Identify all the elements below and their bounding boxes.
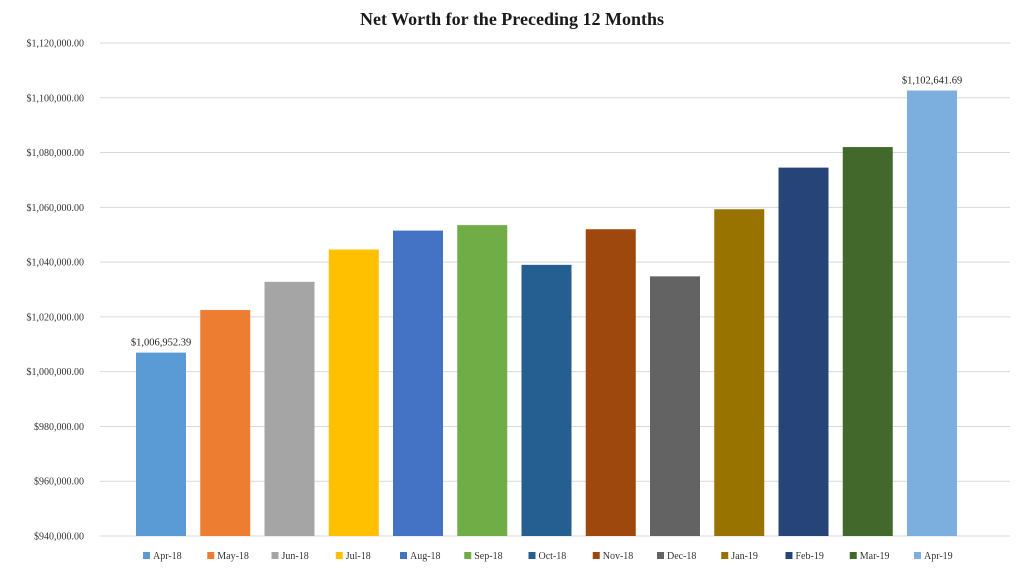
legend-item: Mar-19	[849, 551, 890, 562]
y-tick-label: $940,000.00	[34, 532, 84, 543]
y-tick-label: $1,080,000.00	[27, 148, 85, 159]
legend-label: May-18	[217, 551, 249, 562]
legend-swatch	[657, 552, 664, 559]
legend-label: Apr-18	[153, 551, 182, 562]
bar-aug-18	[393, 230, 443, 536]
y-tick-label: $1,000,000.00	[27, 367, 85, 378]
legend-label: Jul-18	[346, 551, 371, 562]
legend-item: Nov-18	[592, 551, 634, 562]
legend-swatch	[143, 552, 150, 559]
legend-label: Oct-18	[539, 551, 567, 562]
legend-item: Feb-19	[785, 551, 824, 562]
bar-jun-18	[264, 281, 315, 536]
data-label: $1,102,641.69	[902, 76, 962, 87]
legend-item: May-18	[207, 551, 249, 562]
legend-swatch	[335, 552, 343, 559]
y-tick-label: $1,100,000.00	[27, 93, 85, 104]
y-tick-label: $1,020,000.00	[27, 312, 85, 323]
bars	[136, 90, 957, 537]
legend-label: Dec-18	[667, 551, 696, 562]
legend-item: Jun-18	[271, 551, 309, 562]
legend-swatch	[271, 552, 279, 559]
legend-swatch	[400, 552, 407, 559]
legend-item: Jan-19	[721, 551, 758, 562]
bar-jan-19	[714, 209, 765, 536]
legend-item: Jul-18	[335, 551, 371, 562]
data-labels: $1,006,952.39 $1,102,641.69	[131, 76, 962, 349]
legend-item: Dec-18	[657, 551, 696, 562]
legend-swatch	[785, 552, 793, 559]
y-tick-label: $1,060,000.00	[27, 203, 85, 214]
y-tick-label: $1,120,000.00	[27, 39, 85, 50]
y-tick-label: $1,040,000.00	[27, 258, 85, 269]
legend-swatch	[592, 552, 600, 559]
legend-item: Oct-18	[528, 551, 567, 562]
legend-label: Apr-19	[924, 551, 953, 562]
legend-swatch	[721, 552, 729, 559]
chart-title: Net Worth for the Preceding 12 Months	[360, 9, 664, 29]
legend-swatch	[528, 552, 536, 559]
bar-apr-18	[136, 352, 186, 536]
bar-mar-19	[842, 147, 893, 537]
legend-swatch	[464, 552, 472, 559]
legend: Apr-18 May-18 Jun-18 Jul-18 Aug-18 Sep-18 Oct-…	[143, 551, 953, 562]
legend-swatch	[207, 552, 215, 559]
bar-nov-18	[585, 229, 636, 536]
legend-label: Jun-18	[282, 551, 309, 562]
legend-item: Aug-18	[400, 551, 441, 562]
legend-label: Nov-18	[603, 551, 634, 562]
y-tick-label: $960,000.00	[34, 477, 84, 488]
bar-jul-18	[328, 249, 379, 537]
y-tick-label: $980,000.00	[34, 422, 84, 433]
data-label: $1,006,952.39	[131, 338, 191, 349]
legend-label: Jan-19	[731, 551, 758, 562]
y-axis-tick-labels: $940,000.00 $960,000.00 $980,000.00 $1,000,…	[27, 39, 85, 543]
bar-feb-19	[778, 167, 829, 536]
legend-item: Apr-18	[143, 551, 182, 562]
legend-item: Sep-18	[464, 551, 503, 562]
bar-oct-18	[521, 264, 572, 536]
legend-item: Apr-19	[914, 551, 953, 562]
legend-swatch	[849, 552, 857, 559]
bar-dec-18	[650, 276, 700, 536]
bar-apr-19	[907, 90, 957, 536]
bar-may-18	[200, 310, 251, 536]
legend-label: Aug-18	[410, 551, 441, 562]
bar-sep-18	[457, 225, 508, 536]
legend-swatch	[914, 552, 921, 559]
legend-label: Mar-19	[860, 551, 890, 562]
legend-label: Sep-18	[474, 551, 502, 562]
legend-label: Feb-19	[796, 551, 824, 562]
